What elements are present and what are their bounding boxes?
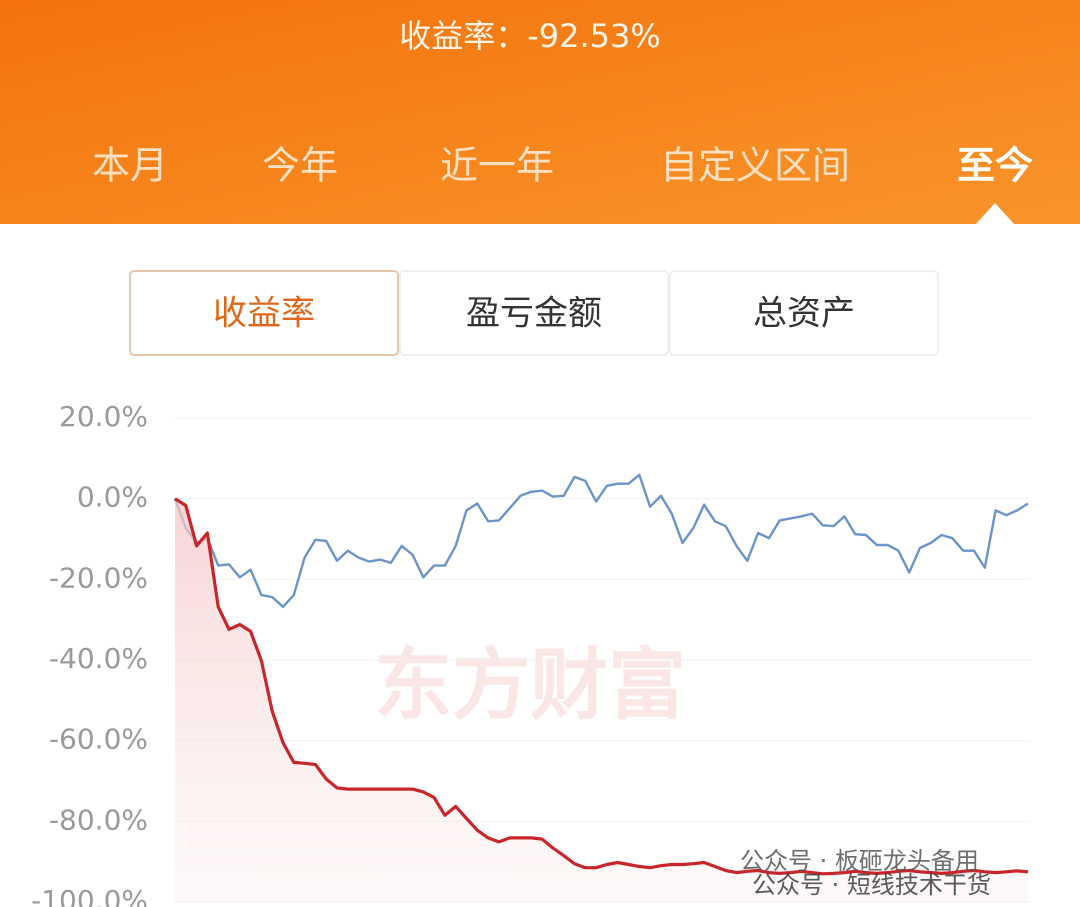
chart: 20.0% 0.0% -20.0% -40.0% -60.0% -80.0% -100.0%	[31, 400, 1030, 907]
watermark: 公众号 · 短线技术干货	[752, 871, 991, 899]
series-line	[174, 497, 1029, 876]
segment-label[interactable]: 盈亏金额	[466, 294, 602, 334]
tab[interactable]: 本月	[92, 144, 168, 188]
y-tick-label: -100.0%	[31, 884, 148, 907]
tab-bar: 本月 今年 近一年 自定义区间 至今	[92, 144, 1033, 225]
y-tick-label: 0.0%	[77, 481, 148, 514]
watermark: 公众号 · 板砸龙头备用	[740, 847, 979, 875]
y-tick-label: -40.0%	[49, 642, 148, 675]
y-tick-label: 20.0%	[59, 400, 148, 433]
header-bar	[0, 0, 1080, 224]
segment-button[interactable]	[129, 270, 399, 356]
y-tick-label: -20.0%	[49, 561, 148, 594]
tab[interactable]: 至今	[957, 144, 1033, 188]
segment-button[interactable]	[669, 270, 939, 356]
series-line	[173, 473, 1029, 608]
header-title: 收益率：-92.53%	[399, 17, 661, 55]
area-fill	[175, 498, 1028, 902]
tab-pointer	[975, 203, 1015, 225]
tab[interactable]: 自定义区间	[660, 144, 850, 188]
watermark: 东方财富	[374, 640, 686, 730]
y-tick-label: -60.0%	[49, 723, 148, 756]
tab[interactable]: 近一年	[440, 144, 554, 188]
segment-button[interactable]	[399, 270, 669, 356]
segment-label[interactable]: 总资产	[753, 294, 855, 334]
y-tick-label: -80.0%	[49, 803, 148, 836]
tab[interactable]: 今年	[262, 144, 338, 188]
segment-label[interactable]: 收益率	[213, 294, 315, 334]
segment-control: 收益率 盈亏金额 总资产	[129, 270, 939, 356]
